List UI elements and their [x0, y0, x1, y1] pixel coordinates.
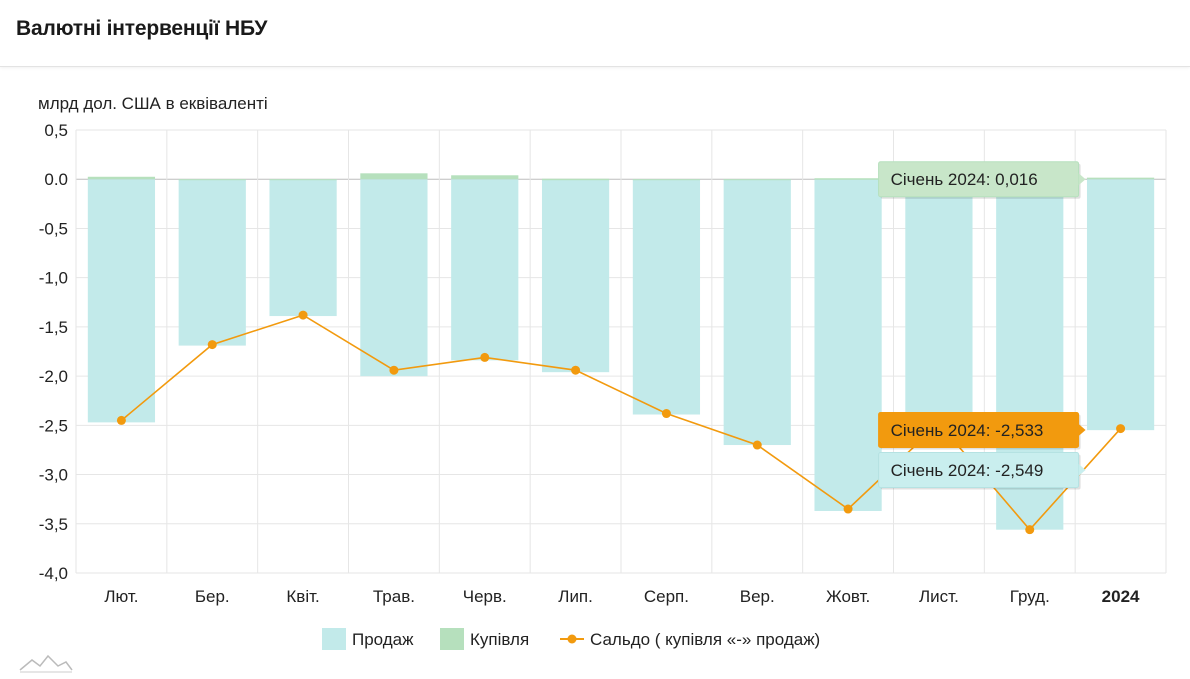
tooltip-box [878, 412, 1080, 448]
x-tick-label: 2024 [1102, 587, 1140, 606]
bar-sale [1086, 179, 1155, 431]
legend-swatch [322, 628, 346, 650]
x-tick-label: Лист. [919, 587, 959, 606]
y-tick-label: 0.0 [44, 170, 68, 189]
legend-label: Сальдо ( купівля «-» продаж) [590, 630, 820, 649]
point-balance [843, 504, 853, 514]
x-tick-label: Квіт. [286, 587, 319, 606]
header: Валютні інтервенції НБУ [0, 0, 1190, 67]
x-tick-label: Черв. [463, 587, 507, 606]
y-tick-label: -3,5 [39, 515, 68, 534]
bar-sale [905, 179, 973, 423]
bar-purchase [1086, 177, 1155, 180]
y-tick-label: -4,0 [39, 564, 68, 583]
bar-purchase [269, 179, 337, 181]
y-tick-label: 0,5 [44, 121, 68, 140]
bar-sale [269, 179, 337, 317]
bar-sale [541, 179, 610, 373]
point-balance [207, 340, 217, 350]
bar-purchase [723, 179, 791, 181]
y-tick-label: -1,5 [39, 318, 68, 337]
x-tick-label: Лют. [104, 587, 138, 606]
bar-sale [87, 179, 156, 423]
bar-sale [178, 179, 246, 346]
bar-purchase [360, 173, 428, 180]
x-tick-label: Вер. [740, 587, 775, 606]
x-tick-label: Бер. [195, 587, 230, 606]
bar-sale [451, 179, 519, 361]
bar-purchase [814, 178, 882, 180]
tooltip-pointer [1078, 173, 1086, 186]
y-tick-label: -2,0 [39, 367, 68, 386]
tooltip-pointer [1078, 464, 1086, 476]
point-balance [1116, 424, 1126, 434]
y-tick-label: -2,5 [39, 416, 68, 435]
bar-purchase [541, 178, 610, 181]
point-balance [298, 310, 308, 320]
tooltip-pointer [1078, 424, 1086, 436]
bar-purchase [451, 175, 519, 180]
legend-swatch [440, 628, 464, 650]
bar-sale [814, 179, 882, 511]
y-tick-label: -0,5 [39, 219, 68, 238]
bar-sale [632, 179, 701, 415]
x-tick-label: Груд. [1010, 587, 1050, 606]
point-balance [116, 415, 126, 425]
legend-label: Продаж [352, 630, 414, 649]
bar-sale [360, 179, 428, 377]
bar-sale [723, 179, 791, 446]
page-title: Валютні інтервенції НБУ [16, 17, 268, 40]
point-balance [389, 365, 399, 375]
tooltip-box [878, 452, 1080, 488]
x-tick-label: Серп. [644, 587, 689, 606]
point-balance [1025, 525, 1035, 535]
y-tick-label: -1,0 [39, 269, 68, 288]
tooltip-text: Січень 2024: -2,533 [891, 421, 1044, 440]
y-axis-label: млрд дол. США в еквіваленті [38, 94, 268, 113]
legend-swatch [567, 634, 577, 644]
point-balance [571, 365, 581, 375]
x-tick-label: Жовт. [826, 587, 870, 606]
point-balance [480, 352, 490, 362]
x-tick-label: Трав. [373, 587, 415, 606]
tooltip-box [878, 161, 1080, 198]
tooltip-text: Січень 2024: 0,016 [891, 170, 1038, 189]
y-tick-label: -3,0 [39, 466, 68, 485]
legend-label: Купівля [470, 630, 529, 649]
bar-purchase [87, 176, 156, 180]
point-balance [661, 409, 671, 419]
tooltip-text: Січень 2024: -2,549 [891, 461, 1044, 480]
point-balance [752, 440, 762, 450]
x-tick-label: Лип. [558, 587, 593, 606]
bar-purchase [178, 179, 246, 181]
logo-icon [19, 654, 73, 673]
bar-purchase [632, 179, 701, 181]
